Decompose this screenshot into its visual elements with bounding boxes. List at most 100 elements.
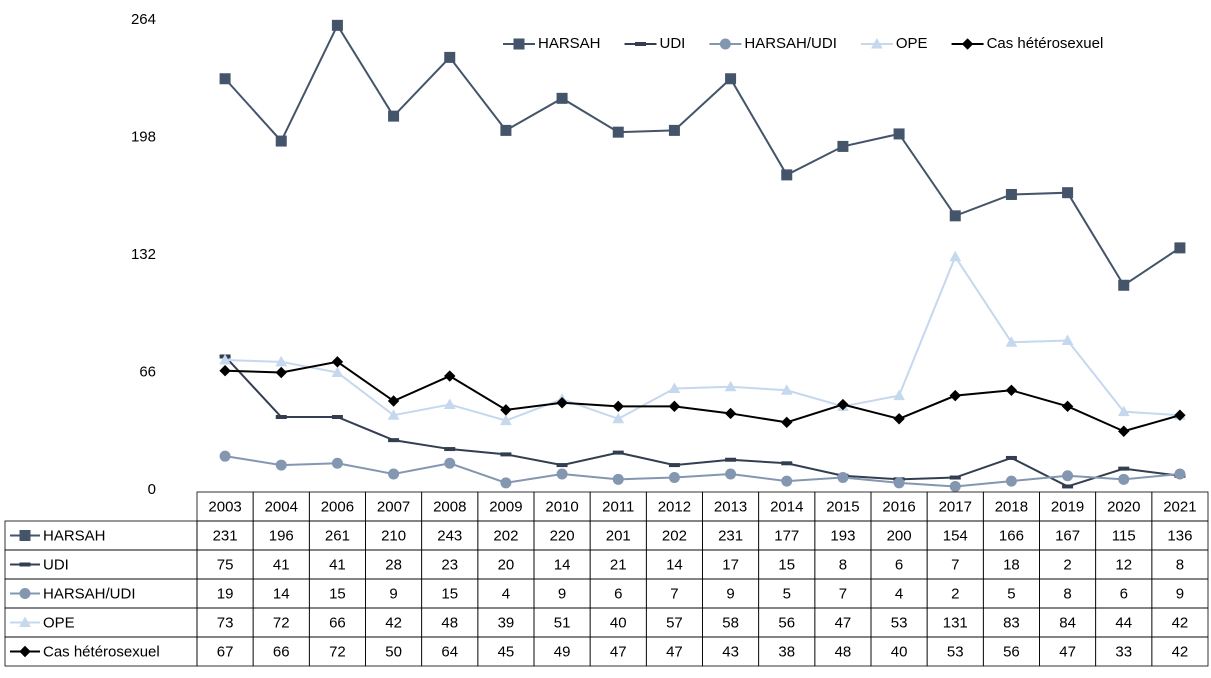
data-point xyxy=(949,480,961,492)
legend-marker xyxy=(19,588,31,599)
data-label: 14 xyxy=(666,556,683,573)
data-label: 4 xyxy=(895,585,903,602)
data-label: 200 xyxy=(887,527,912,544)
data-point xyxy=(1174,409,1186,421)
data-label: 42 xyxy=(1172,643,1189,660)
data-label: 39 xyxy=(498,614,515,631)
data-point xyxy=(668,124,680,136)
x-tick-label: 2015 xyxy=(826,498,859,515)
data-point xyxy=(1118,425,1130,437)
data-label: 9 xyxy=(389,585,397,602)
data-point xyxy=(556,463,568,468)
data-point xyxy=(612,473,624,485)
legend-marker xyxy=(19,562,31,567)
legend-marker xyxy=(961,38,974,50)
data-point xyxy=(275,459,287,471)
data-label: 196 xyxy=(269,527,294,544)
data-label: 5 xyxy=(1007,585,1015,602)
data-point xyxy=(275,415,287,420)
data-point xyxy=(500,477,512,489)
data-label: 131 xyxy=(943,614,968,631)
data-label: 9 xyxy=(726,585,734,602)
data-label: 67 xyxy=(217,643,234,660)
data-label: 8 xyxy=(1063,585,1071,602)
x-tick-label: 2011 xyxy=(602,498,634,515)
data-point xyxy=(387,395,400,407)
y-tick-label: 66 xyxy=(139,363,156,380)
data-point xyxy=(668,463,680,468)
data-label: 210 xyxy=(381,527,406,544)
data-point xyxy=(725,468,737,480)
data-label: 50 xyxy=(385,643,402,660)
data-point xyxy=(1005,336,1018,347)
data-label: 48 xyxy=(835,643,852,660)
data-point xyxy=(612,126,624,138)
data-label: 47 xyxy=(1059,643,1076,660)
data-point xyxy=(1118,466,1130,471)
data-label: 201 xyxy=(606,527,631,544)
data-point xyxy=(444,370,456,382)
data-label: 167 xyxy=(1055,527,1080,544)
data-label: 57 xyxy=(666,614,683,631)
data-label: 42 xyxy=(1172,614,1189,631)
series-line xyxy=(224,355,1181,488)
x-tick-label: 2020 xyxy=(1107,498,1140,515)
legend-label: UDI xyxy=(660,35,686,52)
data-label: 202 xyxy=(662,527,687,544)
y-tick-label: 198 xyxy=(131,128,156,145)
data-label: 53 xyxy=(947,643,964,660)
data-label: 47 xyxy=(666,643,683,660)
x-tick-label: 2003 xyxy=(208,498,241,515)
data-label: 231 xyxy=(718,527,743,544)
data-label: 47 xyxy=(835,614,852,631)
data-point xyxy=(1005,188,1017,200)
data-point xyxy=(893,477,905,489)
data-label: 72 xyxy=(329,643,346,660)
data-point xyxy=(1062,484,1074,489)
data-point xyxy=(837,140,849,152)
data-point xyxy=(781,169,793,181)
table-cell xyxy=(1151,636,1209,667)
data-label: 38 xyxy=(778,643,795,660)
legend-marker xyxy=(19,645,31,658)
data-point xyxy=(500,452,512,457)
legend-label: HARSAH xyxy=(538,35,601,52)
data-label: 49 xyxy=(554,643,571,660)
data-point xyxy=(1118,279,1130,291)
data-label: 17 xyxy=(722,556,739,573)
data-label: 75 xyxy=(217,556,234,573)
data-label: 64 xyxy=(441,643,458,660)
data-point xyxy=(331,415,343,420)
data-label: 66 xyxy=(329,614,346,631)
x-tick-label: 2013 xyxy=(714,498,747,515)
data-label: 40 xyxy=(891,643,908,660)
data-label: 166 xyxy=(999,527,1024,544)
data-label: 42 xyxy=(385,614,402,631)
data-point xyxy=(219,73,231,85)
data-label: 6 xyxy=(614,585,622,602)
data-label: 83 xyxy=(1003,614,1020,631)
data-point xyxy=(387,409,400,420)
data-label: 193 xyxy=(830,527,855,544)
data-point xyxy=(724,380,737,392)
data-point xyxy=(556,397,568,409)
data-point xyxy=(219,365,231,377)
data-point xyxy=(1174,468,1186,480)
y-tick-label: 0 xyxy=(148,481,156,498)
data-label: 33 xyxy=(1115,643,1132,660)
data-point xyxy=(275,366,287,379)
x-tick-label: 2018 xyxy=(995,498,1028,515)
x-tick-label: 2017 xyxy=(939,498,972,515)
data-label: 231 xyxy=(213,527,238,544)
data-label: 243 xyxy=(437,527,462,544)
data-point xyxy=(388,110,400,122)
row-label: OPE xyxy=(43,614,75,631)
legend-label: HARSAH/UDI xyxy=(744,35,837,52)
data-point xyxy=(781,475,793,487)
data-label: 58 xyxy=(722,614,739,631)
x-tick-label: 2008 xyxy=(433,498,466,515)
data-label: 19 xyxy=(217,585,234,602)
data-point xyxy=(331,457,343,469)
data-point xyxy=(331,366,344,377)
data-point xyxy=(1062,470,1074,482)
